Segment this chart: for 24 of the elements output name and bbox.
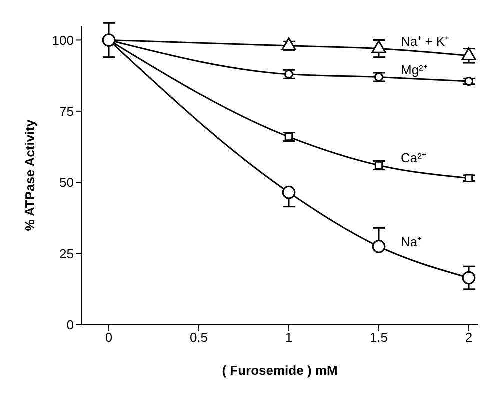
y-tick-label: 75 bbox=[60, 104, 74, 120]
point bbox=[464, 174, 474, 182]
point bbox=[102, 34, 116, 47]
point bbox=[462, 271, 476, 285]
y-axis-title: % ATPase Activity bbox=[22, 118, 38, 232]
x-tick-label: 0.5 bbox=[190, 330, 208, 346]
y-tick-label: 25 bbox=[60, 246, 74, 262]
series-label: Mg²⁺ bbox=[401, 62, 428, 78]
y-tick-label: 0 bbox=[66, 318, 74, 333]
series-label: Na⁺ + K⁺ bbox=[401, 34, 450, 49]
x-tick-label: 1 bbox=[285, 330, 293, 346]
point bbox=[282, 186, 296, 200]
x-tick-label: 0 bbox=[105, 330, 113, 346]
x-tick-label: 2 bbox=[465, 330, 473, 346]
point bbox=[464, 77, 474, 86]
x-axis-title: ( Furosemide ) mM bbox=[222, 363, 338, 378]
point bbox=[284, 132, 294, 142]
x-tick-label: 1.5 bbox=[370, 330, 388, 346]
y-tick-label: 50 bbox=[60, 175, 74, 190]
point bbox=[372, 240, 386, 254]
point bbox=[374, 161, 384, 170]
series-label: Na⁺ bbox=[401, 234, 422, 250]
series-label: Ca²⁺ bbox=[401, 150, 426, 166]
y-tick-label: 100 bbox=[52, 32, 74, 48]
